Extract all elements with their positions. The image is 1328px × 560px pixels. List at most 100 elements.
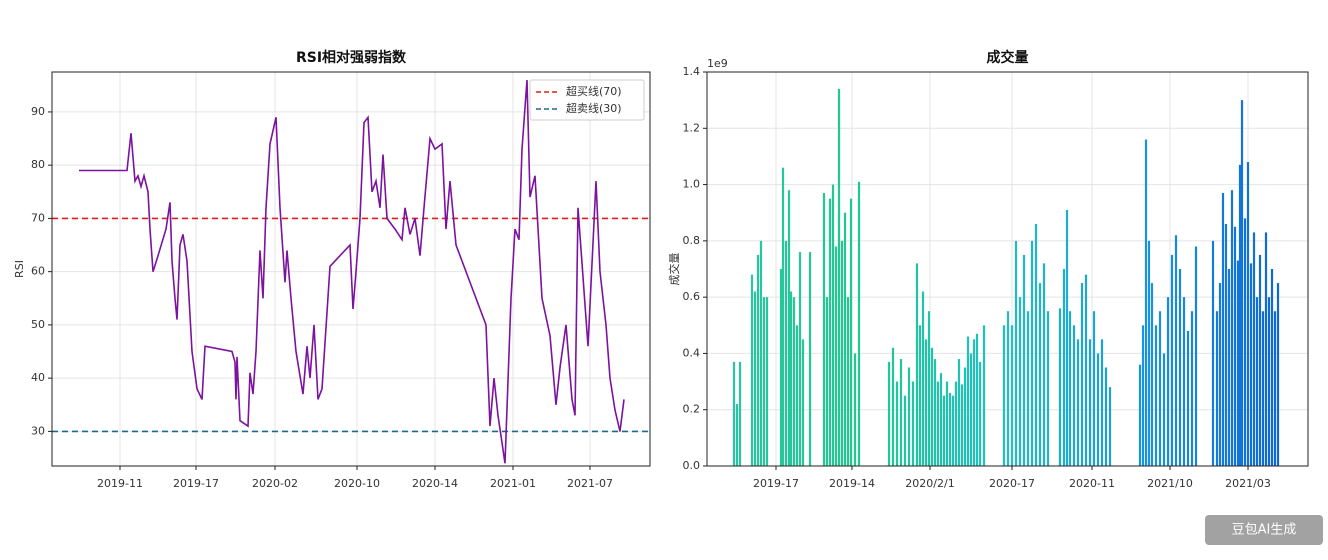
bar [798,252,802,466]
bar [939,373,943,466]
bar [1240,100,1244,467]
watermark: 豆包AI生成 [1232,523,1297,538]
bar [1010,325,1014,466]
bar [759,240,763,466]
bar [954,381,958,466]
rsi-line [79,79,625,464]
bar [853,353,857,466]
bar [781,167,785,466]
bar [933,359,937,466]
bar [808,252,812,466]
bar [907,367,911,466]
bar [1065,209,1069,466]
bar [1018,297,1022,466]
bar [1224,223,1228,466]
bar [1034,223,1038,466]
bar [849,198,853,466]
bar [915,263,919,466]
bar [1238,164,1242,466]
bar [1006,311,1010,466]
bar [1014,240,1018,466]
bar [756,254,760,466]
bar [903,395,907,466]
x-tick-label: 2019-17 [753,477,799,490]
bar [972,339,976,466]
bar [1158,311,1162,466]
x-tick-label: 2019-14 [829,477,875,490]
bar [1190,311,1194,466]
bar [982,325,986,466]
bar [1267,297,1271,466]
y-tick-label: 0.0 [683,459,701,472]
bar [735,404,739,466]
y-tick-label: 0.2 [683,403,701,416]
bar [1261,311,1265,466]
bar [1002,325,1006,466]
x-tick-label: 2019-11 [97,477,143,490]
bar [1249,263,1253,466]
bar [1072,325,1076,466]
y-tick-label: 80 [31,158,45,171]
bar [1194,246,1198,466]
plot-frame [51,71,651,467]
bar [1162,353,1166,466]
y-tick-label: 0.6 [683,290,701,303]
bar [1084,274,1088,466]
bar [1062,269,1066,466]
bar [1255,297,1259,466]
y-tick-label: 40 [31,371,45,384]
y-tick-label: 0.8 [683,234,701,247]
bar [1096,353,1100,466]
x-tick-label: 2020/2/1 [905,477,954,490]
bar [784,240,788,466]
bar [1174,235,1178,466]
bar [1100,339,1104,466]
bar [951,395,955,466]
x-tick-label: 2021-01 [490,477,536,490]
bar [1144,139,1148,467]
y-tick-label: 30 [31,424,45,437]
bar [911,381,915,466]
bar [831,184,835,467]
bar [945,381,949,466]
bar [891,347,895,466]
bar [930,347,934,466]
bar [1080,283,1084,466]
bar [732,361,736,466]
bar [1022,254,1026,466]
bar [1147,240,1151,466]
bar [792,297,796,466]
bar [1270,269,1274,466]
y-axis-label: 成交量 [667,253,681,286]
bar [753,291,757,466]
bar [1182,297,1186,466]
x-tick-label: 2021/03 [1225,477,1271,490]
bar [1104,367,1108,466]
bar [1166,297,1170,466]
bar [1088,339,1092,466]
bar [969,353,973,466]
y-tick-label: 70 [31,211,45,224]
bar [942,395,946,466]
bar [1092,311,1096,466]
bar [1264,232,1268,466]
bar [1221,193,1225,466]
bar [921,291,925,466]
plot-frame [706,71,1309,467]
bar [948,392,952,466]
y-tick-label: 1.2 [683,121,701,134]
bar [960,384,964,466]
chart-title: 成交量 [987,49,1029,66]
x-tick-label: 2020-02 [252,477,298,490]
bar [899,359,903,466]
bar [789,291,793,466]
x-tick-label: 2021/10 [1147,477,1193,490]
bar [846,297,850,466]
bar [750,274,754,466]
bar [978,361,982,466]
bar [1030,240,1034,466]
y-tick-label: 1.0 [683,178,701,191]
bar [787,190,791,466]
x-tick-label: 2019-17 [173,477,219,490]
